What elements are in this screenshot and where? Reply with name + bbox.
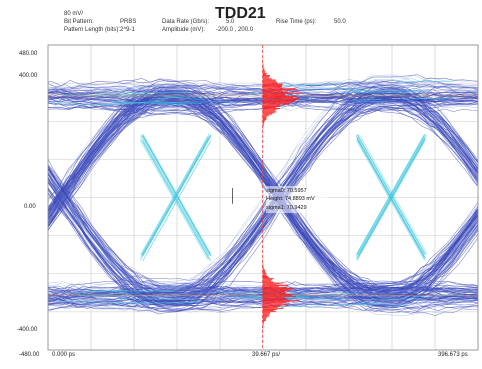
data-rate-label: Data Rate (Gb/s): (162, 19, 209, 25)
x-label-middle: 39.667 ps/ (252, 352, 280, 358)
y-tick-label-zero: 0.00 (24, 204, 36, 210)
amplitude-value: -200.0 , 200.0 (216, 27, 253, 33)
height-readout: Height: 74.8893 mV (266, 195, 328, 203)
sigma0-readout: sigma0: 70.5957 (266, 187, 328, 195)
y-tick-label-top: 400.00 (19, 73, 37, 79)
y-edge-label-top: 480.00 (19, 51, 37, 57)
y-tick-label-bottom: -400.00 (17, 327, 37, 333)
x-label-end: 396.673 ps (438, 352, 468, 358)
sigma1-readout: sigma1: 70.9429 (266, 204, 328, 212)
x-label-start: 0.000 ps (52, 352, 75, 358)
rise-time-value: 50.0 (334, 19, 346, 25)
bit-pattern-value: PRBS (120, 19, 136, 25)
rise-time-label: Rise Time (ps): (276, 19, 316, 25)
y-edge-label-bottom: -480.00 (19, 352, 39, 358)
chart-title: TDD21 (215, 5, 266, 23)
eye-measurement-annotation: sigma0: 70.5957 Height: 74.8893 mV sigma… (266, 186, 328, 213)
pattern-length-value: 2^9-1 (120, 27, 135, 33)
pattern-length-label: Pattern Length (bits): (64, 27, 120, 33)
bit-pattern-label: Bit Pattern: (64, 19, 94, 25)
scale-label: 80 mV/ (64, 11, 83, 17)
amplitude-label: Amplitude (mV): (162, 27, 205, 33)
